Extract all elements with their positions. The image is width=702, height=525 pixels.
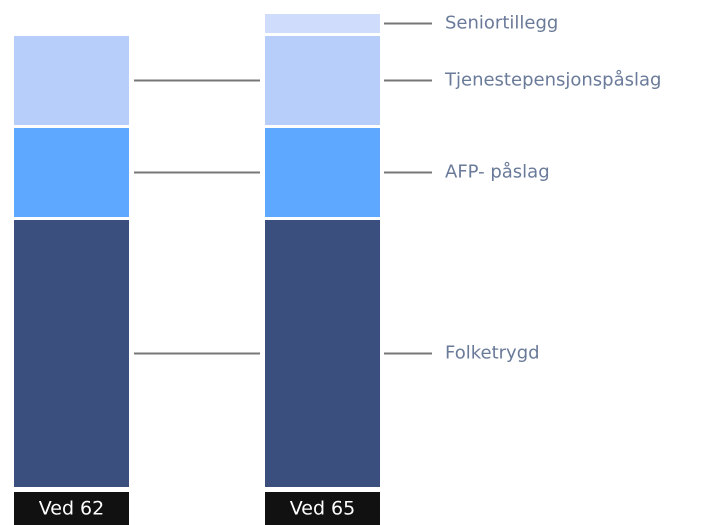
- x-tick-label: Ved 65: [290, 498, 356, 520]
- legend-label: Tjenestepensjonspåslag: [444, 70, 661, 91]
- category-box: [265, 492, 380, 525]
- bar-segment: [265, 128, 380, 217]
- bar-segment: [265, 220, 380, 487]
- x-tick-label: Ved 62: [39, 498, 105, 520]
- legend-label: Seniortillegg: [445, 13, 558, 34]
- legend-label: Folketrygd: [445, 343, 540, 364]
- bar-segment: [14, 220, 129, 487]
- bar-segment: [265, 36, 380, 125]
- bar-segment: [14, 128, 129, 217]
- category-box: [14, 492, 129, 525]
- legend-label: AFP- påslag: [445, 162, 550, 183]
- bar-segment: [265, 14, 380, 33]
- bar-segment: [14, 36, 129, 125]
